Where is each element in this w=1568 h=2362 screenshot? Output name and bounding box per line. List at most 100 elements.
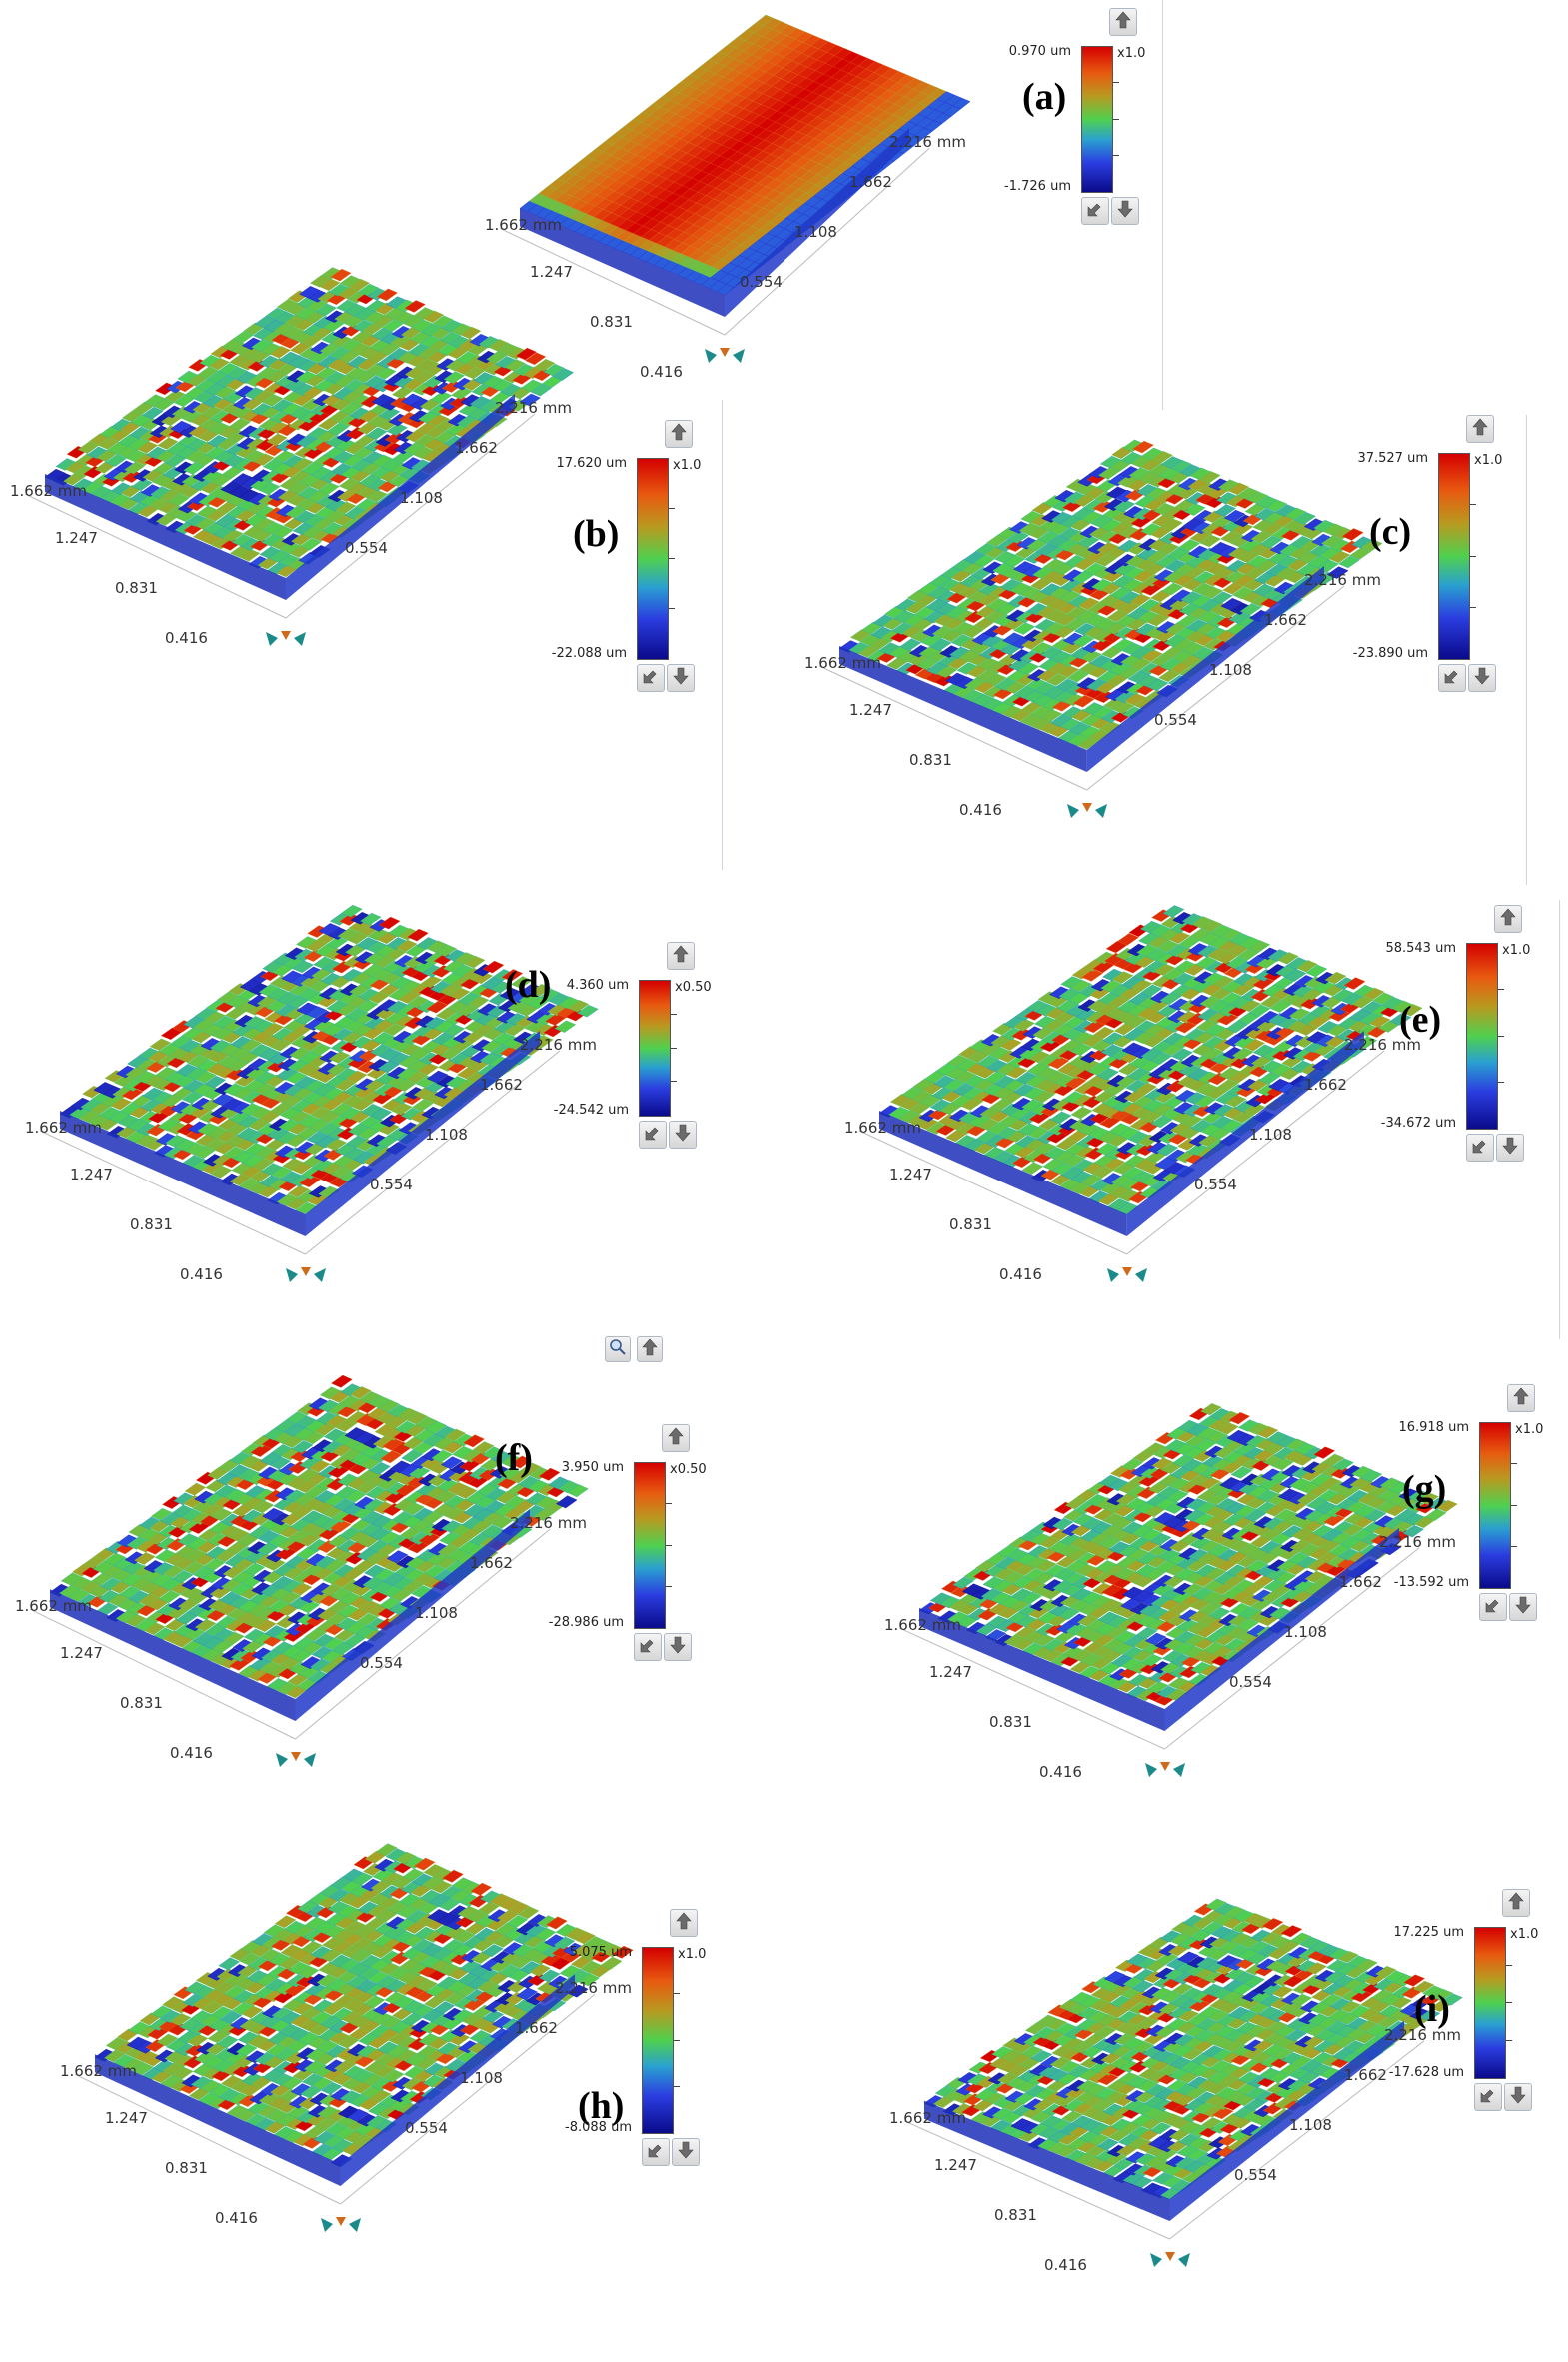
orientation-arrows-icon[interactable] <box>1065 800 1109 826</box>
axis-tick-label: 2.216 mm <box>1379 1532 1456 1551</box>
orientation-arrows-icon[interactable] <box>1143 1759 1187 1785</box>
scale-factor: x1.0 <box>1510 1927 1539 1942</box>
arrow-down-icon <box>1115 199 1135 223</box>
scale-factor: x1.0 <box>1474 453 1503 468</box>
rotate-view-button[interactable] <box>637 664 665 692</box>
rotate-view-button[interactable] <box>1438 664 1466 692</box>
axis-tick-label: 0.554 <box>405 2119 448 2138</box>
scale-max-value: 58.543 um <box>1385 941 1456 956</box>
axis-tick-label: 0.831 <box>989 1712 1032 1731</box>
rotate-view-button[interactable] <box>1466 1134 1494 1162</box>
scale-max-value: 16.918 um <box>1398 1420 1469 1435</box>
axis-tick-label: 1.108 <box>1289 2115 1332 2134</box>
rotate-view-icon <box>1483 1595 1503 1619</box>
scale-down-button[interactable] <box>664 1633 692 1661</box>
axis-tick-label: 1.247 <box>530 263 573 282</box>
scale-down-button[interactable] <box>1509 1593 1537 1621</box>
rotate-view-button[interactable] <box>634 1633 662 1661</box>
axis-tick-label: 1.108 <box>1249 1126 1292 1144</box>
panel-label: (b) <box>573 513 620 555</box>
axis-tick-label: 1.662 <box>1339 1572 1382 1591</box>
scale-up-button[interactable] <box>667 942 695 970</box>
axis-tick-label: 0.554 <box>370 1176 413 1193</box>
arrow-up-icon <box>674 1911 694 1935</box>
scale-down-button[interactable] <box>669 1121 697 1149</box>
axis-tick-label: 1.108 <box>460 2069 503 2088</box>
axis-tick-label: 1.662 <box>849 173 892 192</box>
panel-label: (f) <box>495 1437 533 1479</box>
axis-tick-label: 0.554 <box>1229 1672 1272 1691</box>
color-gradient <box>1474 1927 1506 2079</box>
axis-tick-label: 2.216 mm <box>510 1514 587 1533</box>
axis-tick-label: 0.554 <box>740 273 783 292</box>
orientation-arrows-icon[interactable] <box>264 628 308 654</box>
panel-divider <box>722 400 723 870</box>
scale-down-button[interactable] <box>1496 1134 1524 1162</box>
scale-down-button[interactable] <box>667 664 695 692</box>
rotate-view-button[interactable] <box>1479 1593 1507 1621</box>
axis-tick-label: 1.247 <box>105 2109 148 2128</box>
scale-factor: x1.0 <box>1515 1422 1544 1437</box>
orientation-arrows-icon[interactable] <box>1148 2249 1192 2275</box>
axis-tick-label: 0.831 <box>130 1215 173 1233</box>
scale-up-button[interactable] <box>1466 415 1494 443</box>
scale-down-button[interactable] <box>1111 197 1139 225</box>
arrow-up-icon <box>669 422 689 446</box>
scale-up-button[interactable] <box>1494 905 1522 933</box>
orientation-arrows-icon[interactable] <box>1105 1264 1149 1290</box>
scale-up-button[interactable] <box>1507 1384 1535 1412</box>
axis-tick-label: 1.662 mm <box>60 2062 137 2081</box>
arrow-up-icon <box>666 1426 686 1450</box>
orientation-arrows-icon[interactable] <box>274 1749 318 1775</box>
axis-tick-label: 1.108 <box>400 489 443 507</box>
axis-tick-label: 1.247 <box>55 529 98 547</box>
axis-tick-label: 1.662 <box>515 2019 558 2038</box>
scale-factor: x1.0 <box>673 458 702 473</box>
axis-tick-label: 0.831 <box>994 2205 1037 2224</box>
axis-tick-label: 1.247 <box>849 701 892 719</box>
scale-factor: x1.0 <box>1117 46 1146 61</box>
axis-tick-label: 0.416 <box>999 1265 1042 1283</box>
scale-down-button[interactable] <box>1504 2083 1532 2111</box>
rotate-view-button[interactable] <box>1081 197 1109 225</box>
scale-down-button[interactable] <box>672 2138 700 2166</box>
zoom-button[interactable] <box>605 1336 631 1362</box>
axis-tick-label: 0.554 <box>1154 711 1197 729</box>
scale-up-button[interactable] <box>1109 8 1137 36</box>
scale-up-button[interactable] <box>1502 1889 1530 1917</box>
scale-up-button[interactable] <box>662 1424 690 1452</box>
scale-min-value: -23.890 um <box>1352 646 1428 661</box>
panel-label: (e) <box>1399 999 1442 1041</box>
scale-max-value: 37.527 um <box>1357 451 1428 466</box>
axis-tick-label: 0.416 <box>640 363 683 382</box>
scale-up-button[interactable] <box>665 420 693 448</box>
orientation-arrows-icon[interactable] <box>319 2214 363 2240</box>
orientation-arrows-icon[interactable] <box>284 1264 328 1290</box>
rotate-view-button[interactable] <box>639 1121 667 1149</box>
orientation-arrows-icon[interactable] <box>703 345 747 371</box>
rotate-view-button[interactable] <box>1474 2083 1502 2111</box>
scale-factor: x0.50 <box>670 1462 707 1477</box>
color-gradient <box>637 458 669 660</box>
axis-tick-label: 0.416 <box>1039 1762 1082 1781</box>
arrow-down-icon <box>1513 1595 1533 1619</box>
axis-tick-label: 0.831 <box>909 751 952 769</box>
scale-factor: x0.50 <box>675 980 712 995</box>
scale-min-value: -1.726 um <box>1004 179 1071 194</box>
rotate-view-button[interactable] <box>642 2138 670 2166</box>
axis-tick-label: 0.416 <box>180 1265 223 1283</box>
axis-tick-label: 1.662 mm <box>889 2108 966 2127</box>
scale-factor: x1.0 <box>1502 943 1531 958</box>
axis-tick-label: 1.247 <box>70 1166 113 1183</box>
scale-up-button[interactable] <box>670 1909 698 1937</box>
panel-divider <box>1526 415 1527 885</box>
axis-tick-label: 2.216 mm <box>1344 1036 1421 1054</box>
axis-tick-label: 1.108 <box>1209 661 1252 679</box>
scale-down-button[interactable] <box>1468 664 1496 692</box>
arrow-down-icon <box>673 1123 693 1147</box>
scale-min-value: -28.986 um <box>548 1615 624 1630</box>
toolbar-up-button[interactable] <box>637 1336 663 1362</box>
